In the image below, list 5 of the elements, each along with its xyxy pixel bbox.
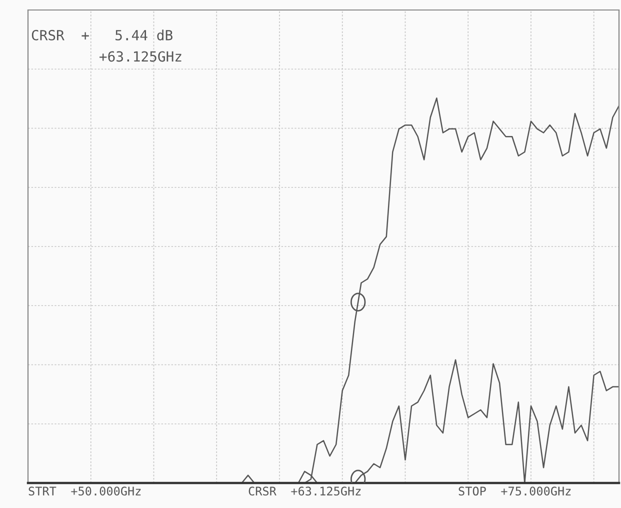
text: STRT +50.000GHz [28,486,141,496]
text: CRSR + 5.44 dB [32,30,172,40]
text: +63.125GHz [100,51,182,62]
text: STOP +75.000GHz [458,486,571,496]
text: CRSR +63.125GHz [248,486,361,496]
